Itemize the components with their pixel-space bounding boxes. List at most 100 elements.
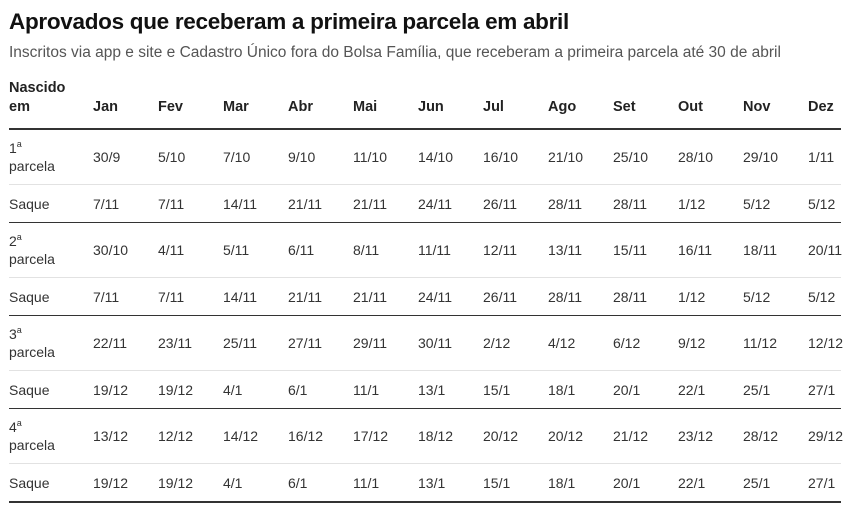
saque-date-cell: 27/1 bbox=[808, 463, 841, 503]
parcela-word: parcela bbox=[9, 158, 55, 174]
header-row: Nascido em Jan Fev Mar Abr Mai Jun Jul Ago Set Ou… bbox=[9, 79, 841, 130]
parcela-date-cell: 13/11 bbox=[548, 222, 613, 278]
parcela-date-cell: 18/11 bbox=[743, 222, 808, 278]
parcela-date-cell: 14/12 bbox=[223, 408, 288, 464]
saque-date-cell: 21/11 bbox=[353, 277, 418, 316]
saque-date-cell: 1/12 bbox=[678, 184, 743, 223]
saque-date-cell: 21/11 bbox=[288, 277, 353, 316]
saque-date-cell: 22/1 bbox=[678, 463, 743, 503]
saque-date-cell: 18/1 bbox=[548, 370, 613, 409]
header-month-out: Out bbox=[678, 79, 743, 130]
header-month-mai: Mai bbox=[353, 79, 418, 130]
header-month-set: Set bbox=[613, 79, 678, 130]
parcela-ordinal: 4 bbox=[9, 419, 17, 435]
header-month-mar: Mar bbox=[223, 79, 288, 130]
saque-date-cell: 4/1 bbox=[223, 370, 288, 409]
saque-date-cell: 24/11 bbox=[418, 277, 483, 316]
header-month-jan: Jan bbox=[93, 79, 158, 130]
parcela-date-cell: 18/12 bbox=[418, 408, 483, 464]
parcela-date-cell: 30/9 bbox=[93, 149, 121, 165]
parcela-date-cell: 12/11 bbox=[483, 222, 548, 278]
saque-date-cell: 28/11 bbox=[548, 277, 613, 316]
parcela-date-cell: 2/12 bbox=[483, 315, 548, 371]
header-birth-month-line2: em bbox=[9, 99, 30, 115]
parcela-date-cell: 21/10 bbox=[548, 149, 584, 165]
saque-label: Saque bbox=[9, 370, 93, 409]
parcela-date-cell: 29/11 bbox=[353, 315, 418, 371]
saque-date-cell: 22/1 bbox=[678, 370, 743, 409]
parcela-date-cell: 25/11 bbox=[223, 315, 288, 371]
parcela-date-cell: 12/12 bbox=[808, 315, 843, 371]
saque-label: Saque bbox=[9, 184, 93, 223]
saque-row: Saque 19/12 19/12 4/1 6/1 11/1 13/1 15/1 18/1 20/… bbox=[9, 463, 841, 503]
header-month-nov: Nov bbox=[743, 79, 808, 130]
saque-date-cell: 19/12 bbox=[93, 463, 158, 503]
saque-date-cell: 15/1 bbox=[483, 463, 548, 503]
parcela-date-cell: 11/10 bbox=[353, 149, 387, 165]
parcela-date-cell: 1/11 bbox=[808, 149, 835, 165]
parcela-date-cell: 16/12 bbox=[288, 408, 353, 464]
parcela-date-cell: 30/10 bbox=[93, 222, 158, 278]
parcela-label: 3a parcela bbox=[9, 315, 93, 371]
parcela-date-cell: 5/10 bbox=[158, 149, 186, 165]
saque-row: Saque 7/11 7/11 14/11 21/11 21/11 24/11 26/11 28… bbox=[9, 184, 841, 223]
parcela-row: 4a parcela 13/12 12/12 14/12 16/12 17/12 18/12 2… bbox=[9, 408, 843, 464]
parcela-date-cell: 29/10 bbox=[743, 149, 779, 165]
header-month-jun: Jun bbox=[418, 79, 483, 130]
header-month-fev: Fev bbox=[158, 79, 223, 130]
saque-date-cell: 5/12 bbox=[743, 184, 808, 223]
parcela-date-cell: 7/10 bbox=[223, 149, 251, 165]
saque-date-cell: 6/1 bbox=[288, 463, 353, 503]
saque-date-cell: 6/1 bbox=[288, 370, 353, 409]
parcela-date-cell: 23/12 bbox=[678, 408, 743, 464]
saque-date-cell: 26/11 bbox=[483, 277, 548, 316]
saque-date-cell: 7/11 bbox=[158, 277, 223, 316]
saque-date-cell: 14/11 bbox=[223, 277, 288, 316]
parcela-date-cell: 20/12 bbox=[483, 408, 548, 464]
parcela-row: 1a parcela 30/9 5/10 7/10 9/10 11/10 14/10 16/10… bbox=[9, 129, 841, 185]
saque-date-cell: 7/11 bbox=[93, 184, 158, 223]
parcela-ordinal-suffix: a bbox=[16, 232, 22, 242]
page-subtitle: Inscritos via app e site e Cadastro Únic… bbox=[9, 44, 781, 61]
parcela-ordinal-suffix: a bbox=[16, 418, 22, 428]
payment-calendar-table: Nascido em Jan Fev Mar Abr Mai Jun Jul Ago Set Ou… bbox=[9, 79, 843, 503]
saque-date-cell: 20/1 bbox=[613, 463, 678, 503]
saque-label: Saque bbox=[9, 277, 93, 316]
saque-date-cell: 7/11 bbox=[158, 184, 223, 223]
saque-label: Saque bbox=[9, 463, 93, 503]
parcela-date-cell: 28/10 bbox=[678, 149, 714, 165]
parcela-ordinal: 3 bbox=[9, 326, 17, 342]
saque-date-cell: 13/1 bbox=[418, 463, 483, 503]
parcela-ordinal-suffix: a bbox=[16, 139, 22, 149]
saque-date-cell: 18/1 bbox=[548, 463, 613, 503]
parcela-date-cell: 12/12 bbox=[158, 408, 223, 464]
saque-row: Saque 7/11 7/11 14/11 21/11 21/11 24/11 26/11 28… bbox=[9, 277, 841, 316]
parcela-date-cell: 6/12 bbox=[613, 315, 678, 371]
parcela-date-cell: 20/11 bbox=[808, 222, 842, 278]
page-title: Aprovados que receberam a primeira parce… bbox=[9, 9, 569, 34]
saque-row: Saque 19/12 19/12 4/1 6/1 11/1 13/1 15/1 18/1 20/… bbox=[9, 370, 841, 409]
saque-date-cell: 19/12 bbox=[93, 370, 158, 409]
parcela-date-cell: 30/11 bbox=[418, 315, 483, 371]
parcela-date-cell: 21/12 bbox=[613, 408, 678, 464]
saque-date-cell: 27/1 bbox=[808, 370, 841, 409]
parcela-row: 3a parcela 22/11 23/11 25/11 27/11 29/11 30/11 2… bbox=[9, 315, 843, 371]
saque-date-cell: 11/1 bbox=[353, 463, 418, 503]
saque-date-cell: 19/12 bbox=[158, 370, 223, 409]
saque-date-cell: 14/11 bbox=[223, 184, 288, 223]
parcela-ordinal-suffix: a bbox=[16, 325, 22, 335]
parcela-word: parcela bbox=[9, 344, 55, 360]
parcela-label: 2a parcela bbox=[9, 222, 93, 278]
header-month-abr: Abr bbox=[288, 79, 353, 130]
parcela-date-cell: 4/11 bbox=[158, 222, 223, 278]
parcela-date-cell: 16/10 bbox=[483, 149, 519, 165]
saque-date-cell: 28/11 bbox=[613, 184, 678, 223]
parcela-date-cell: 9/10 bbox=[288, 149, 316, 165]
saque-date-cell: 28/11 bbox=[548, 184, 613, 223]
parcela-date-cell: 11/12 bbox=[743, 315, 808, 371]
parcela-date-cell: 25/10 bbox=[613, 149, 649, 165]
header-month-jul: Jul bbox=[483, 79, 548, 130]
parcela-label: 4a parcela bbox=[9, 408, 93, 464]
saque-date-cell: 25/1 bbox=[743, 370, 808, 409]
parcela-date-cell: 8/11 bbox=[353, 222, 418, 278]
